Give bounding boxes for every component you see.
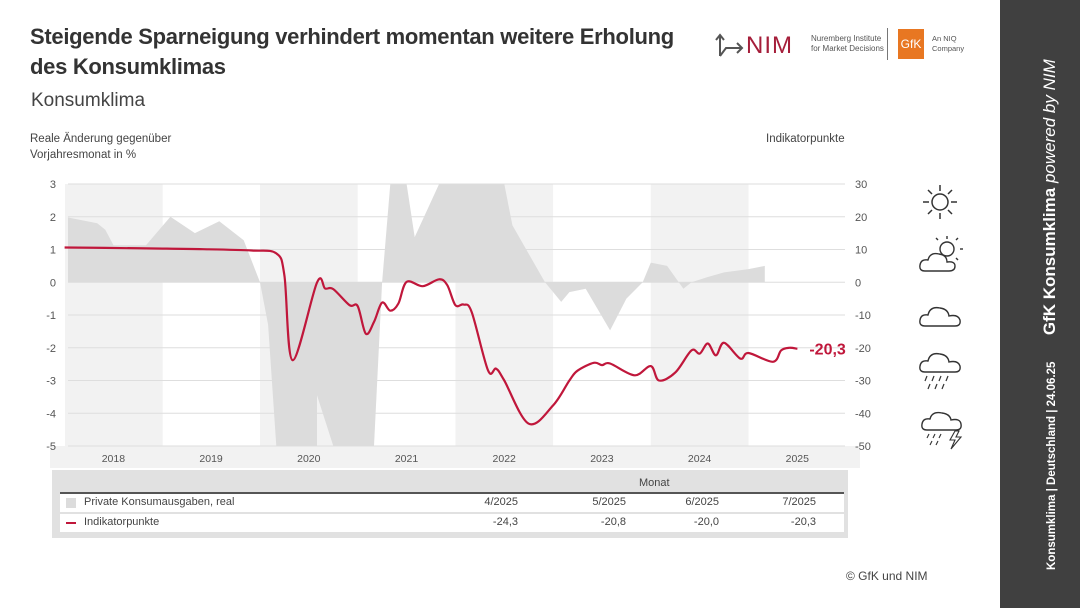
table-cell: -24,3 bbox=[492, 516, 518, 528]
row-label: Private Konsumausgaben, real bbox=[84, 496, 235, 508]
column-header: 5/2025 bbox=[592, 496, 626, 508]
x-tick: 2022 bbox=[493, 453, 517, 465]
sidebar: Konsumklima | Deutschland | 24.06.25 GfK… bbox=[1000, 0, 1080, 608]
column-header: 6/2025 bbox=[685, 496, 719, 508]
y-tick-left: -3 bbox=[46, 376, 56, 388]
y-tick-right: 10 bbox=[855, 245, 867, 257]
legend-swatch-area bbox=[66, 498, 76, 508]
y-tick-right: 0 bbox=[855, 277, 861, 289]
logo-area: NIM Nuremberg Institute for Market Decis… bbox=[712, 28, 964, 62]
y-tick-left: 3 bbox=[50, 179, 56, 191]
line-consumer-climate bbox=[64, 246, 798, 426]
sidebar-text: Konsumklima | Deutschland | 24.06.25 GfK… bbox=[1040, 40, 1060, 570]
y-tick-left: -1 bbox=[46, 310, 56, 322]
y-tick-left: 0 bbox=[50, 277, 56, 289]
table-header-divider bbox=[60, 492, 844, 494]
y-tick-right: -30 bbox=[855, 376, 871, 388]
x-axis-strip bbox=[50, 446, 860, 468]
y-tick-right: 30 bbox=[855, 179, 867, 191]
x-tick: 2025 bbox=[786, 453, 810, 465]
table-cell: -20,3 bbox=[790, 516, 816, 528]
right-axis-label: Indikatorpunkte bbox=[766, 133, 845, 145]
legend-swatch-line bbox=[66, 522, 76, 524]
left-axis-label: Reale Änderung gegenüber Vorjahresmonat … bbox=[30, 133, 172, 161]
nim-logo-subtext: Nuremberg Institute for Market Decisions bbox=[811, 34, 884, 53]
page-subtitle: Konsumklima bbox=[31, 90, 146, 111]
gfk-logo-subtext: An NIQ Company bbox=[932, 34, 965, 53]
x-tick: 2023 bbox=[590, 453, 614, 465]
sun-cloud-icon bbox=[919, 236, 963, 272]
y-tick-left: -2 bbox=[46, 343, 56, 355]
data-table: Monat Private Konsumausgaben, real 4/202… bbox=[52, 470, 848, 538]
y-tick-right: -20 bbox=[855, 343, 871, 355]
x-tick: 2018 bbox=[102, 453, 126, 465]
column-header: 4/2025 bbox=[484, 496, 518, 508]
page-title: Steigende Sparneigung verhindert momenta… bbox=[30, 24, 674, 79]
y-tick-right: -50 bbox=[855, 441, 871, 453]
end-value-label: -20,3 bbox=[809, 342, 846, 359]
cloud-icon bbox=[919, 306, 961, 327]
y-tick-left: -5 bbox=[46, 441, 56, 453]
gfk-logo: GfK bbox=[898, 29, 924, 59]
logo-divider bbox=[887, 28, 888, 60]
row-label: Indikatorpunkte bbox=[84, 516, 160, 528]
x-tick: 2021 bbox=[395, 453, 419, 465]
sidebar-title-italic: powered by NIM bbox=[1040, 59, 1059, 184]
nim-logo-text: NIM bbox=[746, 32, 793, 59]
x-tick: 2019 bbox=[199, 453, 223, 465]
copyright: © GfK und NIM bbox=[846, 569, 928, 583]
weather-icons bbox=[915, 180, 970, 450]
y-tick-right: -10 bbox=[855, 310, 871, 322]
column-header: 7/2025 bbox=[782, 496, 816, 508]
table-cell: -20,8 bbox=[600, 516, 626, 528]
y-tick-left: -4 bbox=[46, 408, 56, 420]
gfk-logo-text: GfK bbox=[900, 37, 922, 51]
table-header-month: Monat bbox=[639, 477, 670, 489]
y-tick-left: 1 bbox=[50, 245, 56, 257]
thunderstorm-icon bbox=[921, 411, 963, 450]
sidebar-title: GfK Konsumklima powered by NIM bbox=[1040, 59, 1059, 335]
x-tick: 2024 bbox=[688, 453, 712, 465]
y-tick-right: -40 bbox=[855, 408, 871, 420]
sun-icon bbox=[923, 185, 957, 219]
y-tick-right: 20 bbox=[855, 212, 867, 224]
table-cell: -20,0 bbox=[693, 516, 719, 528]
chart: 3 30 2 20 1 10 0 0 -1 -10 -2 -20 -3 -30 -4 -40 -5 -50 2018… bbox=[46, 179, 871, 468]
sidebar-title-bold: GfK Konsumklima bbox=[1040, 187, 1059, 336]
rain-cloud-icon bbox=[919, 352, 961, 390]
nim-arrow-icon bbox=[715, 33, 744, 57]
y-tick-left: 2 bbox=[50, 212, 56, 224]
table-row: Indikatorpunkte -24,3 -20,8 -20,0 -20,3 bbox=[60, 514, 844, 532]
sidebar-meta: Konsumklima | Deutschland | 24.06.25 bbox=[1046, 361, 1058, 570]
x-tick: 2020 bbox=[297, 453, 321, 465]
table-row: Private Konsumausgaben, real 4/2025 5/20… bbox=[60, 494, 844, 512]
